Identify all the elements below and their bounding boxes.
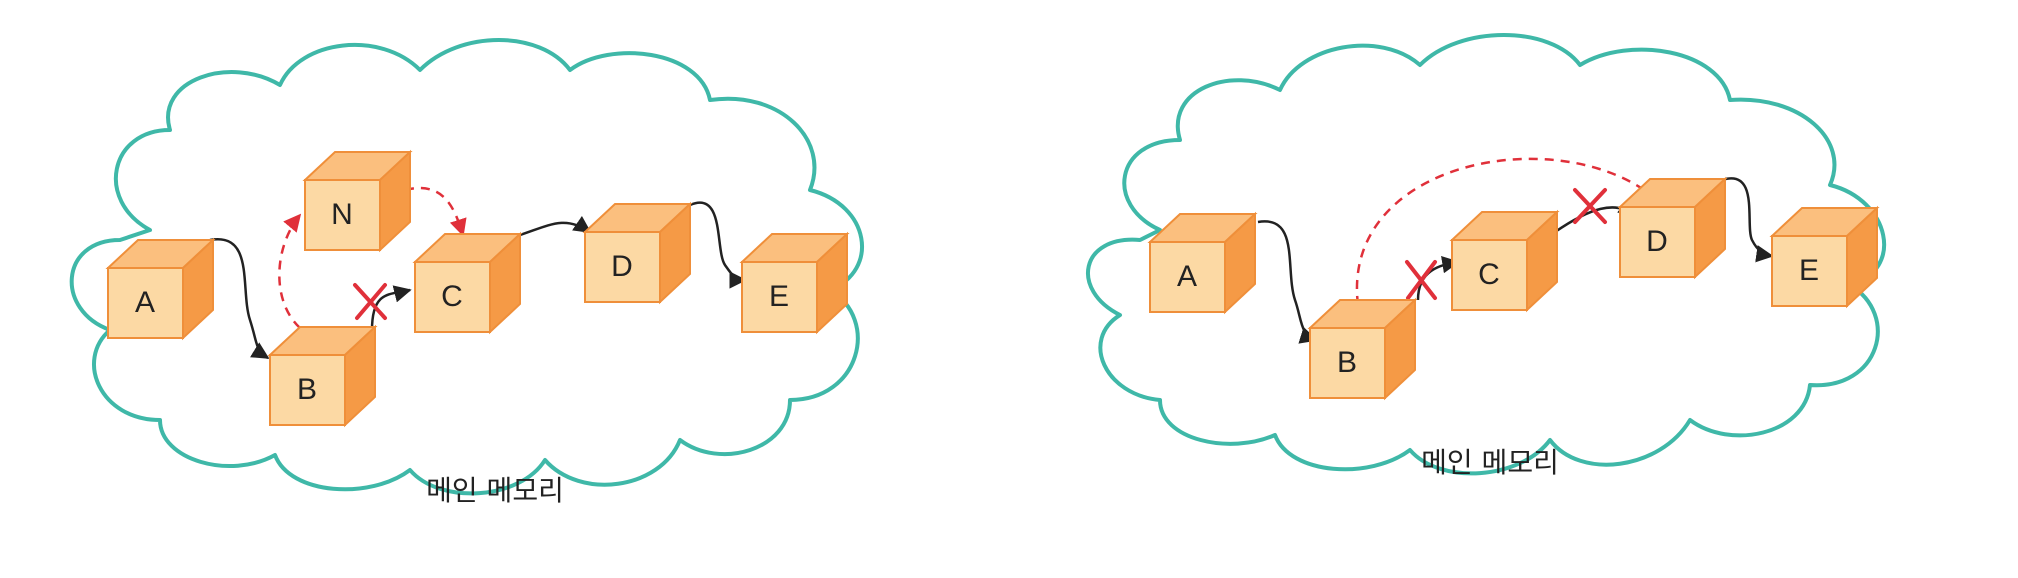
node-box-b: B: [267, 324, 378, 428]
link-b-to-c-cut-icon: [353, 283, 387, 320]
node-box-e: E: [739, 231, 850, 335]
node-box-b: B: [1307, 297, 1418, 401]
delete-diagram: 메인 메모리 A B: [1085, 33, 1887, 479]
link-b-to-c-cut-icon: [1405, 260, 1437, 300]
node-box-d: D: [582, 201, 693, 305]
node-box-d: D: [1617, 176, 1728, 280]
node-label-c: C: [1478, 258, 1500, 291]
insert-diagram: 메인 메모리 A N B: [69, 38, 865, 507]
link-d-to-e: [1721, 177, 1774, 263]
main-memory-label: 메인 메모리: [1421, 446, 1559, 479]
node-box-n: N: [302, 149, 413, 253]
link-c-to-d-cut-icon: [1573, 188, 1607, 224]
link-b-to-d: [1355, 157, 1657, 306]
link-a-to-b: [209, 238, 270, 360]
main-memory-label: 메인 메모리: [426, 474, 564, 507]
node-label-d: D: [1646, 225, 1668, 258]
node-label-a: A: [1177, 260, 1197, 293]
node-label-b: B: [297, 373, 317, 406]
node-box-a: A: [1147, 211, 1258, 315]
node-label-e: E: [769, 280, 789, 313]
node-label-d: D: [611, 250, 633, 283]
link-d-to-e: [689, 201, 747, 289]
node-box-c: C: [412, 231, 523, 335]
node-label-c: C: [441, 280, 463, 313]
link-c-to-d: [519, 215, 592, 237]
node-label-a: A: [135, 286, 155, 319]
link-b-to-c-old: [370, 285, 412, 331]
node-label-b: B: [1337, 346, 1357, 379]
node-box-e: E: [1769, 205, 1880, 309]
node-box-a: A: [105, 237, 216, 341]
node-label-e: E: [1799, 254, 1819, 287]
node-label-n: N: [331, 198, 353, 231]
node-box-c: C: [1449, 209, 1560, 313]
link-a-to-b: [1257, 220, 1318, 344]
